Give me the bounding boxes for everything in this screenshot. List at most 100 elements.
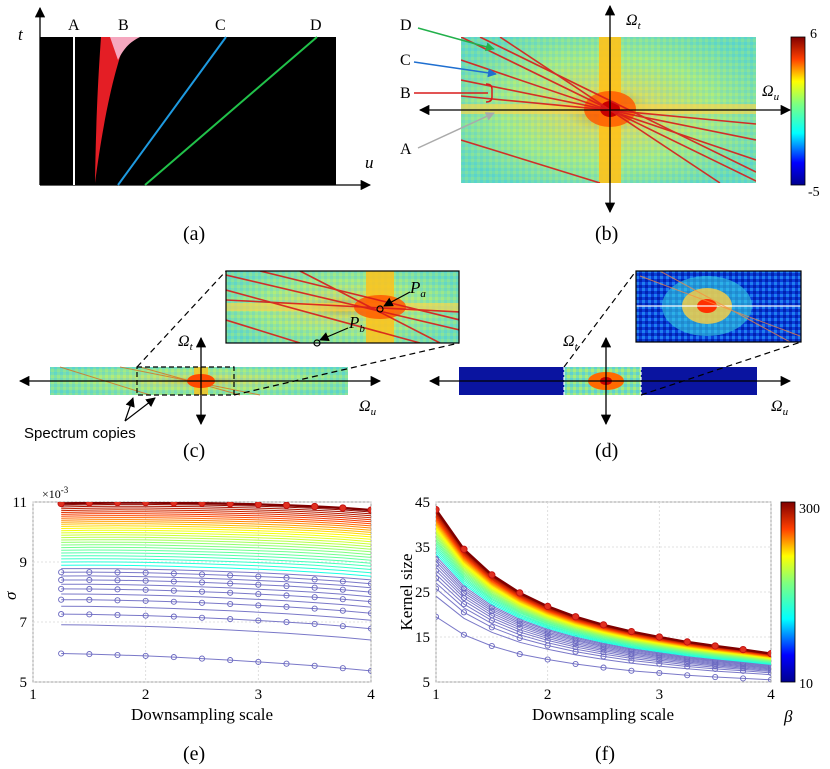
- series-point: [656, 669, 663, 677]
- series-line: [61, 552, 371, 564]
- colorbar-b-min: -5: [808, 185, 820, 200]
- y-tick-label: 25: [415, 585, 430, 601]
- series-point: [712, 674, 719, 681]
- series-line: [61, 544, 371, 556]
- line-d: [144, 36, 318, 186]
- series-line: [436, 555, 771, 666]
- series-point: [57, 502, 65, 508]
- x-tick-label: 4: [767, 687, 775, 703]
- colorbar-b-max: 6: [810, 27, 817, 42]
- series-point: [254, 502, 262, 509]
- u-axis-label: u: [365, 153, 374, 172]
- series-point: [516, 589, 524, 597]
- series-line: [61, 588, 371, 603]
- series-point: [767, 650, 771, 658]
- series-point: [198, 502, 206, 507]
- series-point: [767, 662, 771, 669]
- series-point: [142, 577, 149, 584]
- series-line: [61, 564, 371, 577]
- series-point: [311, 576, 318, 583]
- panel-c-caption: (c): [183, 440, 205, 462]
- series-line: [61, 531, 371, 543]
- series-point: [544, 656, 551, 663]
- series-point: [58, 650, 65, 657]
- panel-b-caption: (b): [595, 223, 618, 245]
- series-point: [85, 502, 93, 507]
- series-line: [436, 561, 771, 667]
- series-line: [61, 653, 371, 672]
- y-tick-label: 15: [415, 630, 430, 646]
- series-point: [460, 631, 467, 638]
- series-point: [142, 586, 149, 593]
- series-line: [436, 537, 771, 661]
- series-point: [600, 664, 607, 671]
- series-point: [170, 613, 177, 620]
- d-vertical-axis-label: Ωt: [563, 333, 579, 353]
- series-point: [367, 667, 371, 674]
- series-line: [61, 525, 371, 536]
- series-point: [114, 586, 121, 593]
- series-point: [711, 642, 719, 650]
- b-label-c: C: [400, 52, 411, 69]
- series-point: [170, 578, 177, 585]
- series-point: [283, 619, 290, 626]
- series-point: [339, 665, 346, 672]
- b-label-d: D: [400, 17, 412, 34]
- panel-e: 1 2 3 4 5 7 9 11 ×10-3 σ Downsampling scale (e…: [1, 485, 375, 765]
- series-line: [61, 541, 371, 553]
- series-point: [767, 667, 771, 674]
- series-point: [311, 594, 318, 601]
- series-line: [61, 502, 371, 512]
- series-point: [339, 623, 346, 630]
- series-point: [516, 634, 523, 642]
- arrow-a: [417, 112, 495, 149]
- series-point: [58, 569, 65, 576]
- series-point: [627, 627, 636, 636]
- series-point: [86, 596, 93, 603]
- e-y-multiplier: ×10-3: [42, 485, 69, 501]
- series-point: [142, 569, 149, 576]
- colorbar-f: [780, 501, 796, 683]
- series-point: [367, 610, 371, 617]
- series-point: [460, 601, 467, 608]
- series-line: [61, 613, 371, 630]
- series-point: [114, 569, 121, 576]
- series-point: [544, 602, 552, 611]
- series-point: [170, 570, 177, 577]
- series-point: [86, 585, 93, 593]
- series-point: [86, 611, 93, 618]
- f-x-label: Downsampling scale: [532, 705, 674, 724]
- series-line: [436, 542, 771, 663]
- series-point: [86, 569, 93, 576]
- series-point: [339, 596, 346, 603]
- series-point: [599, 621, 608, 629]
- series-point: [255, 573, 262, 580]
- series-point: [311, 502, 319, 511]
- x-tick-label: 4: [367, 687, 375, 703]
- series-line: [61, 513, 371, 523]
- series-point: [367, 625, 371, 632]
- y-tick-label: 45: [415, 495, 430, 511]
- series-line: [61, 509, 371, 519]
- panel-a: t u A B C D (a): [18, 6, 374, 245]
- line-c: [117, 36, 227, 186]
- colorbar-f-label: β: [783, 707, 793, 726]
- series-line: [61, 549, 371, 561]
- d-horizontal-axis-label: Ωu: [771, 398, 789, 418]
- series-point: [142, 502, 150, 507]
- series-point: [282, 502, 291, 509]
- c-horizontal-axis-label: Ωu: [359, 398, 377, 418]
- series-line: [436, 546, 771, 664]
- series-line: [61, 624, 371, 641]
- series-point: [170, 598, 177, 605]
- f-y-label: Kernel size: [397, 554, 416, 631]
- panel-b: Ωt Ωu D C B A 6 -5 (b): [400, 4, 820, 245]
- series-line: [61, 519, 371, 529]
- series-point: [683, 638, 691, 646]
- series-line: [61, 571, 371, 585]
- series-point: [572, 643, 579, 651]
- series-line: [61, 523, 371, 533]
- series-point: [227, 600, 234, 608]
- series-line: [61, 568, 371, 581]
- zoomed-spectrum-c: [226, 271, 459, 343]
